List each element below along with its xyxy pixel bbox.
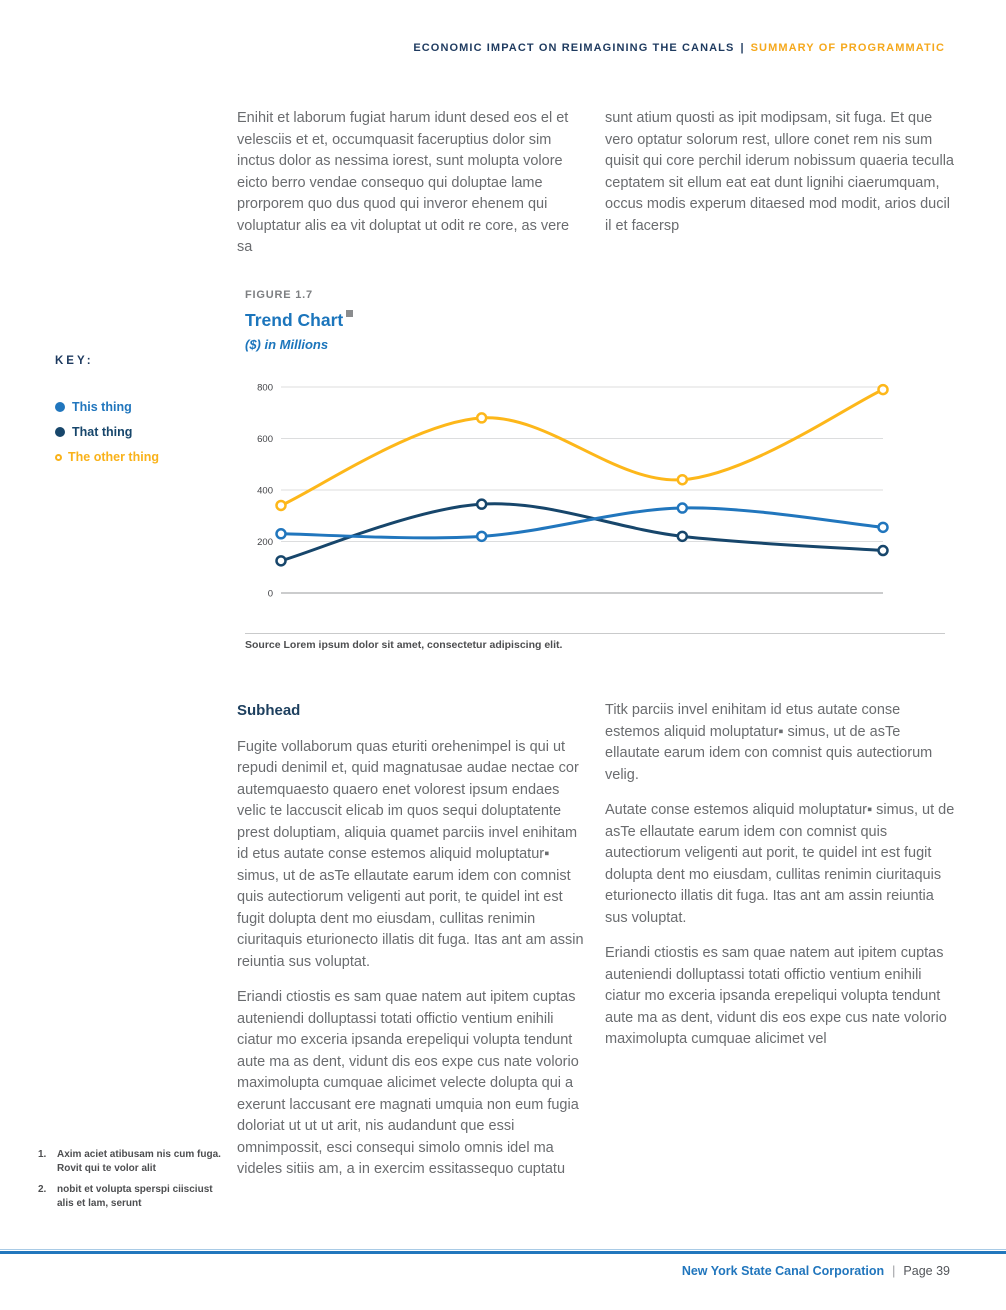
svg-text:400: 400	[257, 486, 273, 497]
figure-source: Source Lorem ipsum dolor sit amet, conse…	[245, 639, 563, 651]
line-chart-canvas: 0 200 400 600 800	[257, 383, 889, 600]
key-label: KEY:	[55, 355, 94, 367]
legend-item: That thing	[55, 425, 225, 439]
body-right-column: Titk parciis invel enihitam id etus auta…	[605, 700, 956, 1195]
paragraph: sunt atium quosti as ipit modipsam, sit …	[605, 110, 954, 234]
footnote-text: nobit et volupta sperspi ciisciust alis …	[57, 1184, 213, 1209]
header-separator: |	[740, 42, 745, 54]
footer-separator: |	[892, 1264, 896, 1278]
filled-dot-icon	[55, 402, 65, 412]
legend-item: The other thing	[55, 450, 225, 464]
footnote: 2. nobit et volupta sperspi ciisciust al…	[38, 1183, 230, 1210]
footnote: 1. Axim aciet atibusam nis cum fuga. Rov…	[38, 1148, 230, 1175]
footnote-text: Axim aciet atibusam nis cum fuga. Rovit …	[57, 1149, 221, 1174]
svg-text:600: 600	[257, 434, 273, 445]
legend-label: That thing	[72, 425, 133, 439]
intro-columns: Enihit et laborum fugiat harum idunt des…	[237, 108, 956, 273]
legend-label: The other thing	[68, 450, 159, 464]
subhead: Subhead	[237, 702, 301, 719]
figure-label: FIGURE 1.7	[245, 289, 313, 301]
page-footer: New York State Canal Corporation | Page 39	[682, 1264, 950, 1278]
open-circle-icon	[55, 453, 62, 461]
figure-title: Trend Chart	[245, 310, 354, 331]
source-divider	[245, 633, 945, 634]
legend-item: This thing	[55, 400, 225, 414]
paragraph: Eriandi ctiostis es sam quae natem aut i…	[237, 989, 579, 1177]
paragraph: Autate conse estemos aliquid moluptatur▪…	[605, 802, 955, 926]
paragraph: Titk parciis invel enihitam id etus auta…	[605, 702, 933, 783]
footnote-number: 2.	[38, 1184, 47, 1195]
report-title: ECONOMIC IMPACT ON REIMAGINING THE CANAL…	[413, 42, 735, 54]
paragraph: Eriandi ctiostis es sam quae natem aut i…	[605, 945, 947, 1047]
page-header: ECONOMIC IMPACT ON REIMAGINING THE CANAL…	[413, 42, 945, 54]
legend-label: This thing	[72, 400, 132, 414]
intro-left-column: Enihit et laborum fugiat harum idunt des…	[237, 108, 584, 273]
figure-subtitle: ($) in Millions	[245, 337, 329, 352]
page-number: Page 39	[903, 1264, 950, 1278]
chart-key: KEY: This thing That thing The other thi…	[55, 355, 225, 476]
svg-text:200: 200	[257, 537, 273, 548]
footnote-number: 1.	[38, 1149, 47, 1160]
paragraph: Enihit et laborum fugiat harum idunt des…	[237, 110, 570, 255]
footer-rule-light	[0, 1249, 1006, 1250]
body-columns: Subhead Fugite vollaborum quas eturiti o…	[237, 700, 956, 1195]
intro-right-column: sunt atium quosti as ipit modipsam, sit …	[605, 108, 956, 273]
paragraph: Fugite vollaborum quas eturiti orehenimp…	[237, 738, 584, 970]
figure-title-text: Trend Chart	[245, 310, 344, 330]
footnotes: 1. Axim aciet atibusam nis cum fuga. Rov…	[38, 1148, 230, 1218]
footer-rule	[0, 1251, 1006, 1254]
trend-chart: 0 200 400 600 800	[245, 378, 945, 608]
svg-text:800: 800	[257, 383, 273, 394]
body-left-column: Subhead Fugite vollaborum quas eturiti o…	[237, 700, 584, 1195]
footnote-marker-icon	[346, 310, 354, 317]
section-title: SUMMARY OF PROGRAMMATIC	[750, 42, 945, 54]
organization-name: New York State Canal Corporation	[681, 1264, 885, 1278]
svg-text:0: 0	[268, 589, 273, 600]
filled-dot-icon	[55, 427, 65, 437]
